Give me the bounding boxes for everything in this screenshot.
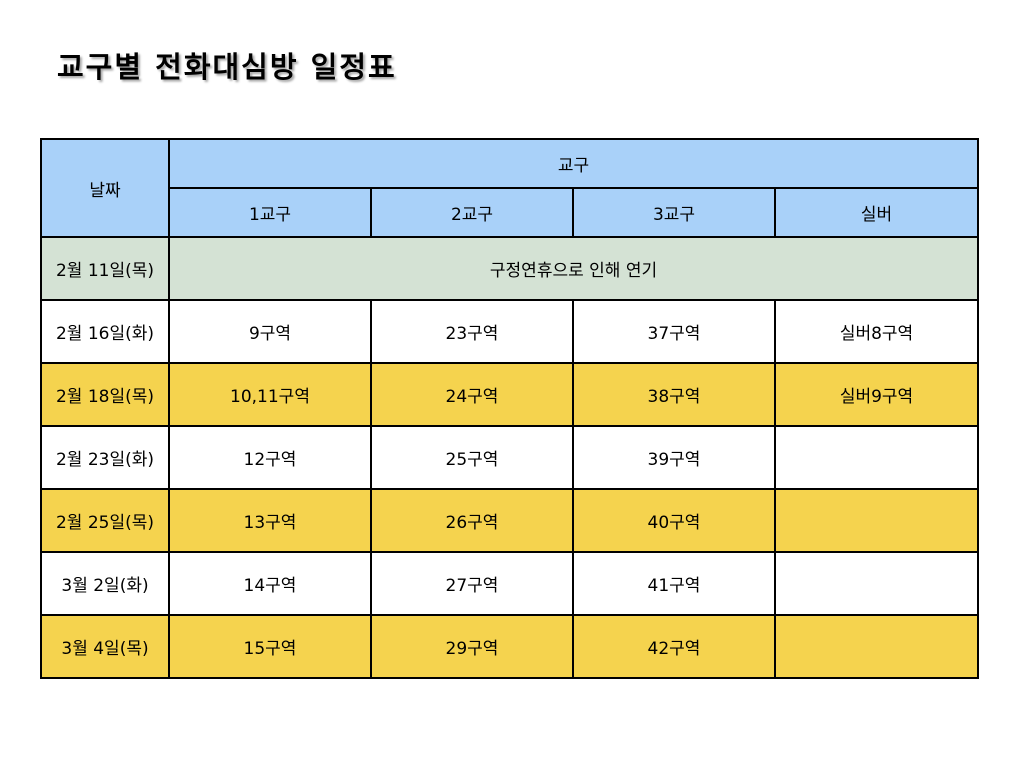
table-cell: 29구역: [370, 614, 574, 679]
table-cell: 27구역: [370, 551, 574, 616]
table-cell: [773, 488, 980, 553]
date-cell: 3월 2일(화): [40, 551, 170, 616]
table-cell: 41구역: [572, 551, 776, 616]
table-cell: [773, 425, 980, 490]
table-cell: 24구역: [370, 362, 574, 427]
table-cell: 39구역: [572, 425, 776, 490]
table-row: 2월 23일(화) 12구역 25구역 39구역: [40, 425, 980, 490]
table-cell: 13구역: [168, 488, 372, 553]
table-cell: 14구역: [168, 551, 372, 616]
date-cell: 3월 4일(목): [40, 614, 170, 679]
page-title: 교구별 전화대심방 일정표: [57, 50, 397, 84]
group-header: 교구: [167, 138, 980, 189]
table-cell: [773, 614, 980, 679]
table-row: 3월 2일(화) 14구역 27구역 41구역: [40, 551, 980, 616]
column-header-1: 1교구: [168, 187, 372, 238]
table-row: 2월 25일(목) 13구역 26구역 40구역: [40, 488, 980, 553]
table-cell: 25구역: [370, 425, 574, 490]
table-cell: 실버9구역: [773, 362, 980, 427]
table-cell: 37구역: [572, 299, 776, 364]
table-cell: 40구역: [572, 488, 776, 553]
table-cell: 26구역: [370, 488, 574, 553]
column-header-silver: 실버: [773, 187, 980, 238]
schedule-table: 날짜 교구 1교구 2교구 3교구 실버 2월 11일(목) 구정연휴으로 인해…: [40, 138, 980, 679]
table-cell: [773, 551, 980, 616]
date-cell: 2월 25일(목): [40, 488, 170, 553]
date-cell: 2월 23일(화): [40, 425, 170, 490]
table-cell: 38구역: [572, 362, 776, 427]
table-header: 날짜 교구 1교구 2교구 3교구 실버: [40, 138, 980, 238]
table-cell: 42구역: [572, 614, 776, 679]
table-cell: 9구역: [168, 299, 372, 364]
table-row: 2월 18일(목) 10,11구역 24구역 38구역 실버9구역: [40, 362, 980, 427]
table-cell: 실버8구역: [773, 299, 980, 364]
table-cell: 23구역: [370, 299, 574, 364]
table-row: 2월 11일(목) 구정연휴으로 인해 연기: [40, 236, 980, 301]
date-header: 날짜: [40, 138, 170, 238]
column-header-3: 3교구: [572, 187, 776, 238]
table-cell: 15구역: [168, 614, 372, 679]
date-cell: 2월 18일(목): [40, 362, 170, 427]
date-cell: 2월 16일(화): [40, 299, 170, 364]
column-header-2: 2교구: [370, 187, 574, 238]
date-cell: 2월 11일(목): [40, 236, 170, 301]
table-cell: 12구역: [168, 425, 372, 490]
postponed-note: 구정연휴으로 인해 연기: [167, 236, 980, 301]
table-row: 2월 16일(화) 9구역 23구역 37구역 실버8구역: [40, 299, 980, 364]
table-body: 2월 11일(목) 구정연휴으로 인해 연기 2월 16일(화) 9구역 23구…: [40, 236, 980, 679]
table-row: 3월 4일(목) 15구역 29구역 42구역: [40, 614, 980, 679]
table-cell: 10,11구역: [168, 362, 372, 427]
